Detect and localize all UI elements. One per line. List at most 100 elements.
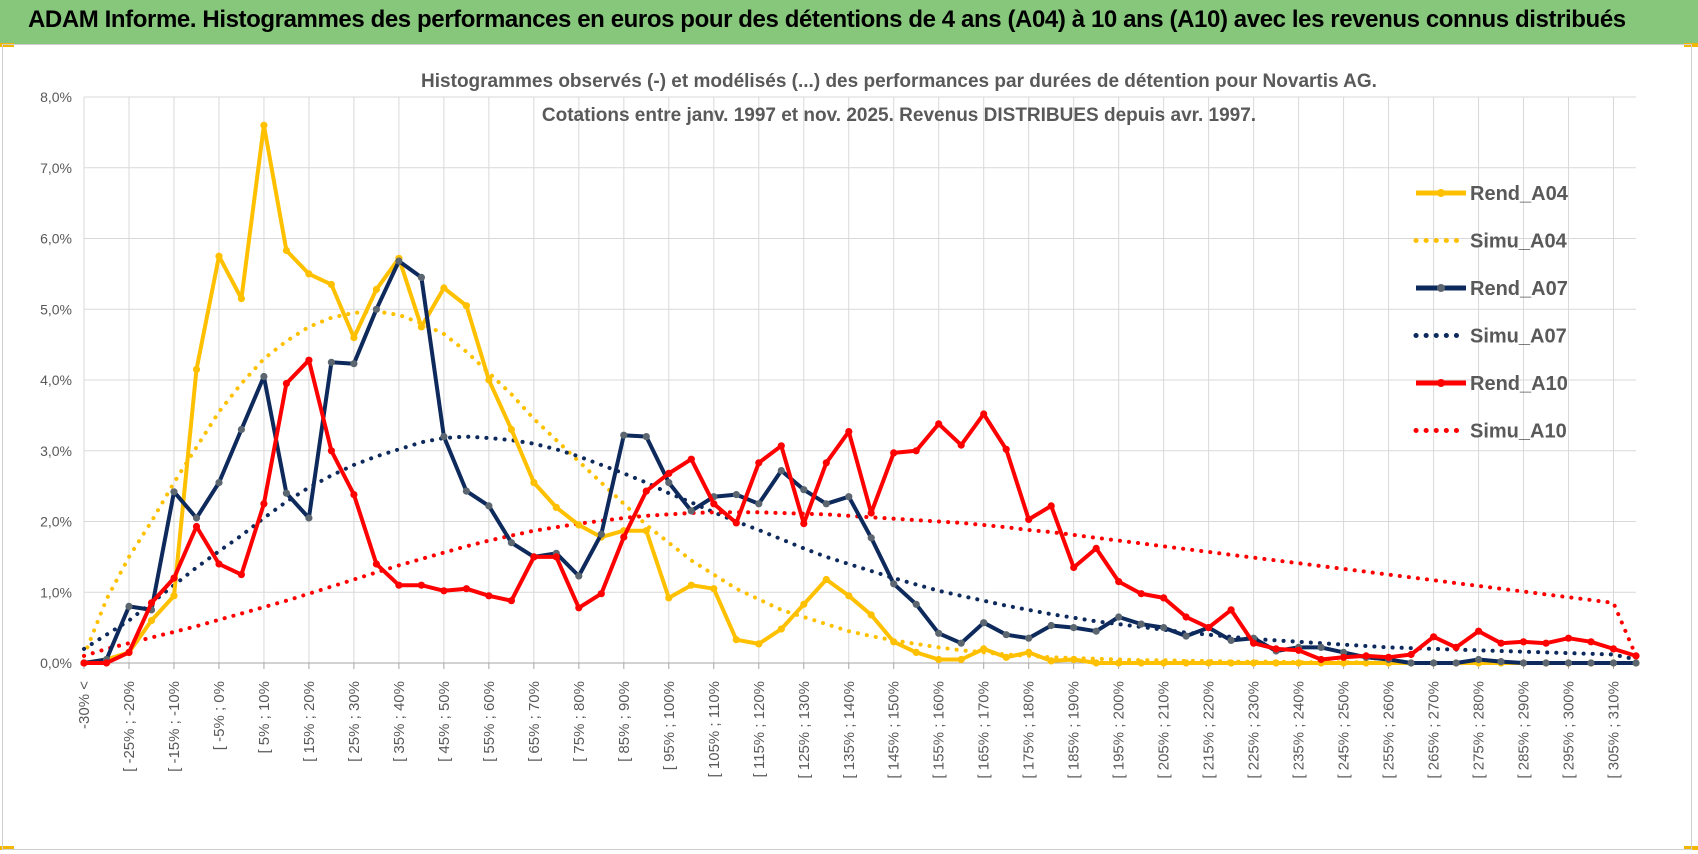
data-point-rend-a10 xyxy=(1587,638,1595,646)
data-point-rend-a10 xyxy=(1250,639,1258,647)
data-point-rend-a10 xyxy=(597,590,605,598)
data-point-rend-a10 xyxy=(552,553,560,561)
x-tick-label: [ -15% ; -10% xyxy=(166,681,183,772)
x-tick-label: [ 125% ; 130% xyxy=(796,681,813,779)
data-point-rend-a07 xyxy=(642,433,650,441)
x-tick-label: [ 305% ; 310% xyxy=(1606,681,1623,779)
x-tick-label: [ -25% ; -20% xyxy=(121,681,138,772)
data-point-rend-a07 xyxy=(485,502,493,510)
legend-label: Rend_A10 xyxy=(1470,373,1568,395)
data-point-rend-a04 xyxy=(755,640,763,648)
chart-frame xyxy=(2,44,1692,850)
x-tick-label: [ 85% ; 90% xyxy=(616,681,633,762)
x-tick-label: [ 65% ; 70% xyxy=(526,681,543,762)
x-tick-label: [ 275% ; 280% xyxy=(1471,681,1488,779)
data-point-rend-a07 xyxy=(845,493,853,501)
data-point-rend-a04 xyxy=(800,600,808,608)
data-point-rend-a10 xyxy=(1407,650,1415,659)
data-point-rend-a04 xyxy=(777,625,785,633)
data-point-rend-a07 xyxy=(1160,624,1168,632)
legend-marker xyxy=(1437,189,1445,197)
data-point-rend-a04 xyxy=(732,636,740,644)
data-point-rend-a07 xyxy=(935,629,943,637)
x-tick-label: [ 55% ; 60% xyxy=(481,681,498,762)
data-point-rend-a07 xyxy=(957,639,965,647)
data-point-rend-a04 xyxy=(1227,659,1235,667)
data-point-rend-a04 xyxy=(1182,659,1190,667)
legend-label: Simu_A04 xyxy=(1470,231,1568,253)
series-line-rend-a04 xyxy=(83,123,1636,665)
data-point-rend-a07 xyxy=(462,487,470,495)
x-tick-label: [ 285% ; 290% xyxy=(1516,681,1533,779)
x-tick-label: [ 25% ; 30% xyxy=(346,681,363,762)
data-point-rend-a07 xyxy=(1047,621,1055,630)
data-point-rend-a10 xyxy=(1475,627,1483,635)
data-point-rend-a07 xyxy=(305,514,313,522)
data-point-rend-a10 xyxy=(1182,613,1190,621)
data-point-rend-a04 xyxy=(687,581,695,589)
series-line-simu-a04 xyxy=(82,309,1638,665)
x-tick-label: [ 45% ; 50% xyxy=(436,681,453,762)
data-point-rend-a04 xyxy=(1340,659,1348,667)
data-point-rend-a10 xyxy=(800,520,808,528)
data-point-rend-a10 xyxy=(215,560,223,568)
data-point-rend-a04 xyxy=(1205,659,1213,667)
data-point-rend-a07 xyxy=(822,500,830,508)
data-point-rend-a10 xyxy=(1137,590,1145,598)
data-point-rend-a10 xyxy=(777,442,785,450)
data-point-rend-a04 xyxy=(215,252,223,260)
chart-subtitle: Cotations entre janv. 1997 et nov. 2025.… xyxy=(542,105,1256,126)
data-point-rend-a04 xyxy=(440,284,448,292)
data-point-rend-a07 xyxy=(1317,643,1325,652)
x-tick-label: [ 15% ; 20% xyxy=(301,681,318,762)
data-point-rend-a04 xyxy=(957,655,965,664)
data-point-rend-a07 xyxy=(1002,631,1010,639)
data-point-rend-a07 xyxy=(777,467,785,475)
data-point-rend-a10 xyxy=(867,509,875,517)
data-point-rend-a04 xyxy=(1295,659,1303,667)
x-tick-label: [ 215% ; 220% xyxy=(1201,681,1218,779)
data-point-rend-a04 xyxy=(1160,659,1168,667)
data-point-rend-a07 xyxy=(282,489,290,497)
data-point-rend-a07 xyxy=(1609,659,1618,667)
data-point-rend-a10 xyxy=(890,449,898,457)
data-point-rend-a10 xyxy=(845,428,853,436)
data-point-rend-a10 xyxy=(1519,638,1528,646)
data-point-rend-a04 xyxy=(327,280,335,289)
data-point-rend-a10 xyxy=(170,574,178,582)
y-tick-label: 5,0% xyxy=(40,301,72,317)
corner-mark xyxy=(0,846,14,850)
data-point-rend-a07 xyxy=(980,619,988,627)
data-point-rend-a07 xyxy=(327,358,335,366)
data-point-rend-a04 xyxy=(147,616,156,625)
data-point-rend-a04 xyxy=(462,302,470,310)
data-point-rend-a10 xyxy=(395,581,403,589)
data-point-rend-a07 xyxy=(1137,620,1145,628)
data-point-rend-a07 xyxy=(1632,659,1640,667)
data-point-rend-a04 xyxy=(1002,653,1010,661)
x-tick-label: [ 145% ; 150% xyxy=(886,681,903,779)
data-point-rend-a04 xyxy=(170,592,178,600)
data-point-rend-a07 xyxy=(1430,659,1438,667)
data-point-rend-a10 xyxy=(507,597,515,605)
data-point-rend-a04 xyxy=(1250,659,1258,667)
data-point-rend-a04 xyxy=(1092,659,1100,667)
data-point-rend-a07 xyxy=(395,257,403,265)
x-axis-ticks: -30% < [ -25% ; -20% [ -15% ; -10% [ -5% ; … xyxy=(76,681,1623,779)
x-tick-label: [ 255% ; 260% xyxy=(1381,681,1398,779)
data-point-rend-a10 xyxy=(822,459,830,467)
data-point-rend-a07 xyxy=(665,479,673,487)
x-tick-label: [ 75% ; 80% xyxy=(571,681,588,762)
data-point-rend-a04 xyxy=(282,246,290,255)
legend-marker xyxy=(1437,379,1445,387)
data-point-rend-a10 xyxy=(260,500,268,508)
data-point-rend-a10 xyxy=(80,659,88,667)
data-point-rend-a10 xyxy=(1092,544,1100,553)
legend-label: Rend_A07 xyxy=(1470,278,1568,300)
data-point-rend-a10 xyxy=(755,459,763,467)
x-tick-label: [ 265% ; 270% xyxy=(1426,681,1443,779)
data-point-rend-a10 xyxy=(350,491,358,499)
data-point-rend-a10 xyxy=(192,522,201,531)
data-point-rend-a10 xyxy=(980,410,988,418)
data-point-rend-a07 xyxy=(170,488,178,496)
